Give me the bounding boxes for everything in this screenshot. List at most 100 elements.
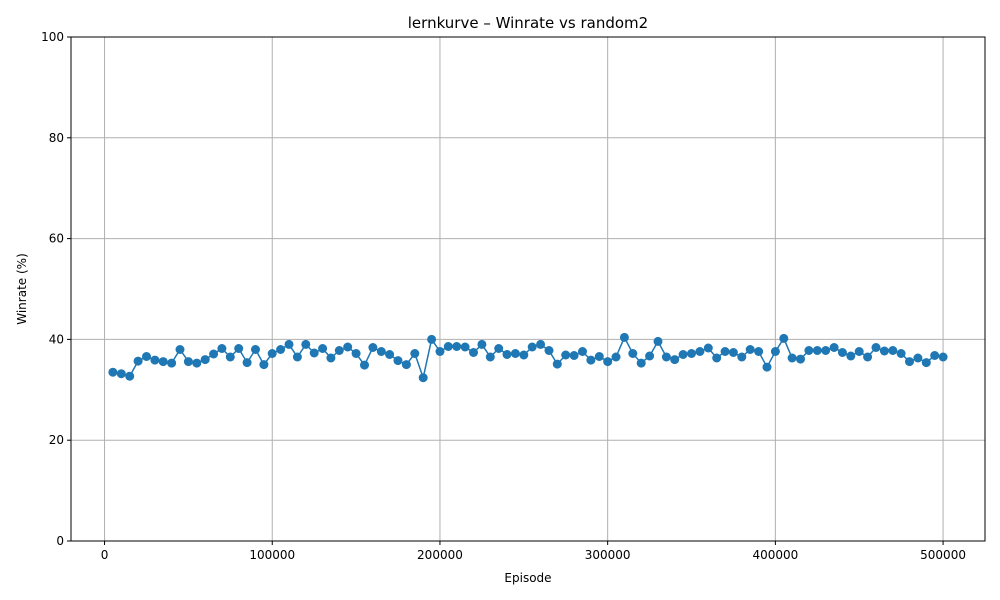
data-point [695, 347, 705, 356]
y-tick-label: 60 [49, 232, 64, 246]
y-tick-label: 80 [49, 131, 64, 145]
y-tick-label: 40 [49, 332, 64, 346]
y-axis-label: Winrate (%) [15, 253, 29, 325]
data-point [569, 351, 579, 360]
data-point [561, 350, 571, 360]
data-point [812, 346, 822, 355]
data-point [209, 349, 219, 359]
data-point [116, 369, 126, 379]
data-point [787, 353, 797, 363]
data-point [896, 349, 906, 358]
data-point [527, 342, 537, 352]
data-point [376, 347, 386, 356]
data-point [326, 353, 336, 363]
y-tick-label: 100 [41, 30, 64, 44]
data-point [586, 355, 596, 365]
data-point [661, 352, 671, 362]
data-point [410, 349, 420, 358]
winrate-series-markers [108, 332, 948, 383]
data-point [158, 357, 168, 367]
x-tick-label: 0 [101, 548, 109, 562]
data-point [443, 342, 453, 351]
data-point [770, 347, 780, 356]
data-point [494, 344, 504, 353]
data-point [888, 346, 898, 355]
data-point [712, 353, 722, 363]
chart-title: lernkurve – Winrate vs random2 [408, 14, 648, 32]
data-point [477, 339, 487, 349]
data-point [703, 343, 713, 353]
grid-lines [71, 36, 985, 542]
data-point [938, 352, 948, 362]
data-point [217, 344, 227, 353]
y-axis-ticks: 0 20 40 60 80 100 [41, 30, 71, 548]
data-point [251, 345, 260, 354]
data-point [452, 342, 462, 351]
data-point [385, 350, 395, 359]
data-point [360, 360, 369, 370]
data-point [435, 347, 445, 356]
data-point [804, 346, 814, 355]
data-point [267, 349, 277, 358]
data-point [368, 343, 378, 352]
data-point [292, 352, 302, 362]
data-point [720, 347, 730, 356]
data-point [192, 358, 202, 368]
data-point [913, 353, 923, 363]
data-point [225, 352, 235, 362]
data-point [905, 357, 914, 367]
data-point [619, 332, 629, 342]
data-point [728, 348, 738, 357]
data-point [301, 339, 311, 349]
data-point [519, 350, 529, 360]
data-point [334, 346, 344, 355]
data-point [829, 343, 839, 352]
data-point [175, 345, 185, 354]
data-point [536, 339, 546, 349]
data-point [846, 351, 856, 361]
data-point [133, 356, 143, 366]
x-tick-label: 500000 [920, 548, 966, 562]
data-point [544, 346, 554, 355]
data-point [879, 346, 889, 356]
data-point [418, 373, 428, 383]
data-point [821, 346, 831, 355]
data-point [687, 349, 696, 358]
data-point [678, 350, 688, 359]
data-point [552, 359, 562, 369]
data-point [653, 336, 663, 346]
data-point [485, 352, 495, 362]
data-point [737, 352, 747, 362]
data-point [754, 347, 764, 356]
data-point [863, 352, 873, 362]
data-point [854, 347, 864, 356]
x-tick-label: 100000 [249, 548, 295, 562]
data-point [401, 360, 411, 370]
data-point [745, 345, 755, 354]
data-point [779, 333, 789, 343]
data-point [393, 356, 403, 366]
data-point [427, 334, 437, 344]
data-point [150, 355, 160, 365]
plot-frame [70, 36, 986, 542]
data-point [837, 348, 847, 357]
data-point [594, 352, 604, 361]
x-tick-label: 300000 [585, 548, 631, 562]
data-point [502, 350, 512, 359]
data-point [460, 342, 470, 352]
data-point [762, 362, 772, 372]
data-point [670, 355, 680, 365]
data-point [259, 360, 269, 370]
data-point [108, 367, 118, 377]
data-point [611, 352, 621, 362]
x-axis-ticks: 0 100000 200000 300000 400000 500000 [101, 541, 966, 562]
data-point [167, 358, 177, 368]
data-point [628, 349, 638, 358]
data-point [142, 352, 151, 361]
y-tick-label: 20 [49, 433, 64, 447]
y-tick-label: 0 [56, 534, 64, 548]
data-point [343, 342, 353, 352]
data-point [636, 358, 646, 368]
data-point [871, 343, 881, 352]
data-point [351, 349, 361, 358]
